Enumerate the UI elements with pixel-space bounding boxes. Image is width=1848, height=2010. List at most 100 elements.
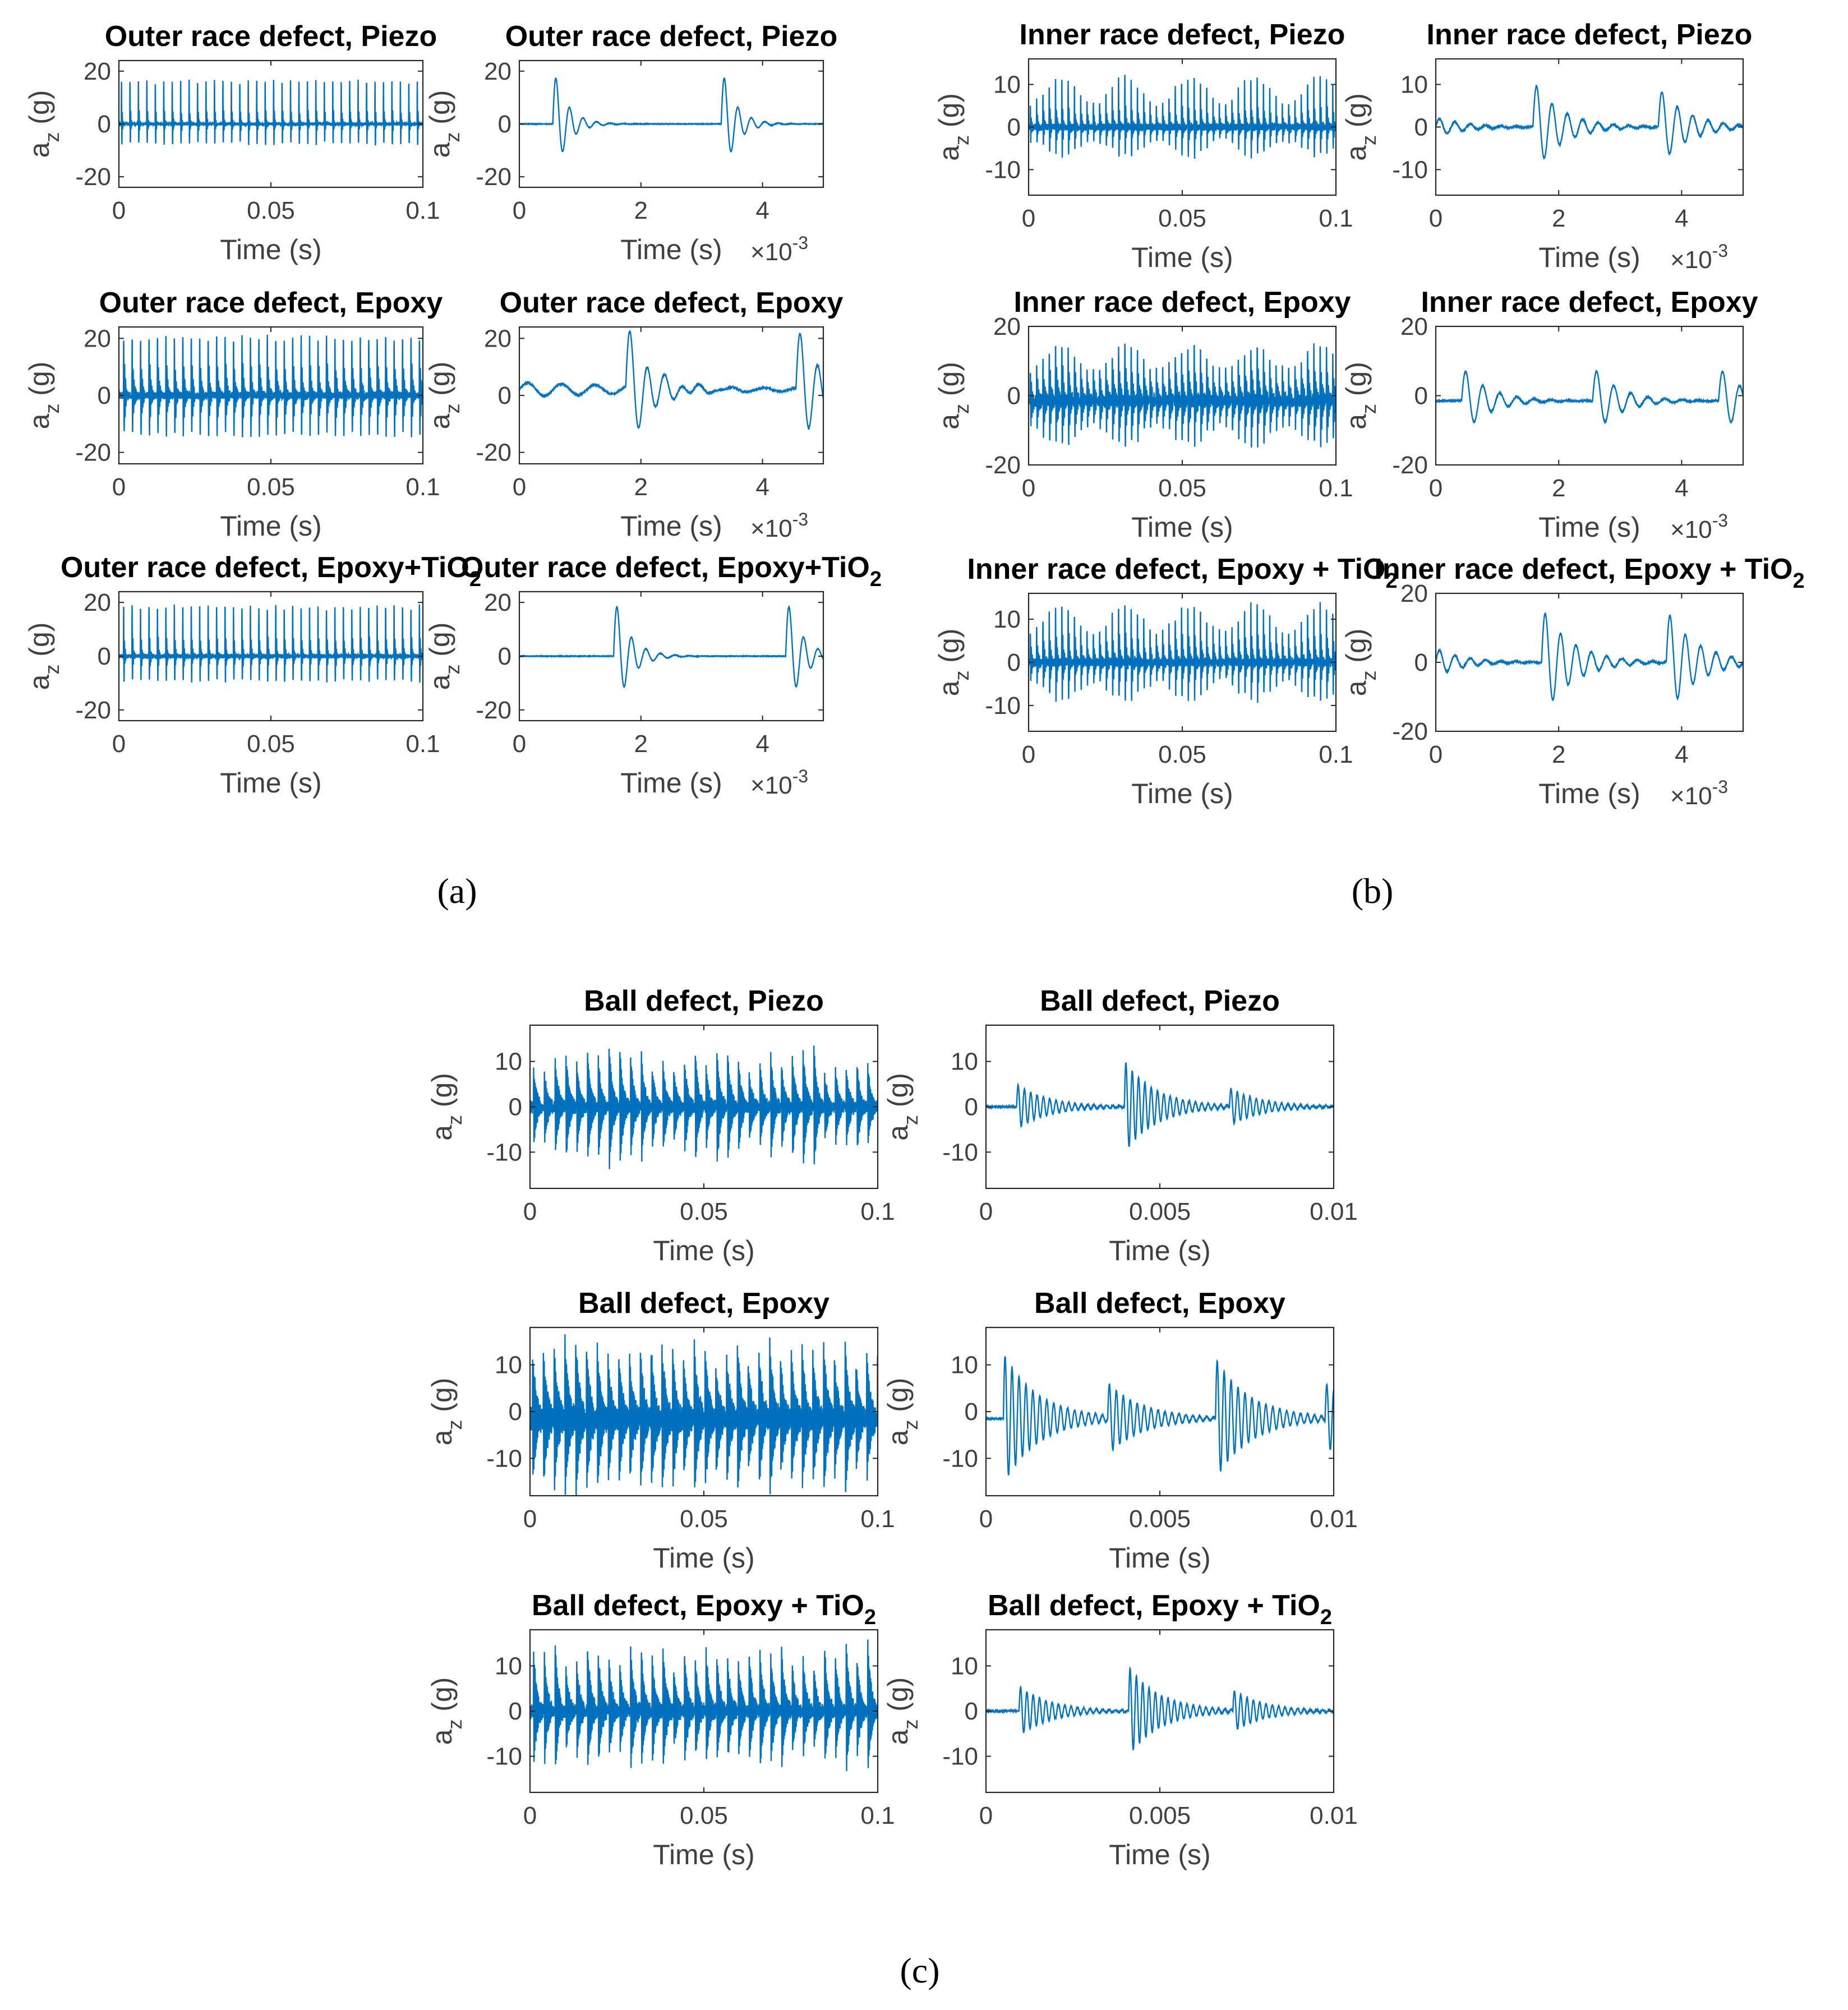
y-axis-label-main: a [424, 142, 455, 158]
x-tick-label: 0.1 [405, 473, 440, 501]
chart-title: Ball defect, Epoxy + TiO2 [532, 1589, 876, 1629]
x-axis-label: Time (s) [1131, 242, 1233, 273]
x-tick-label: 0 [1022, 205, 1035, 232]
y-tick-label: 0 [1007, 649, 1021, 676]
x-axis-multiplier: ×10-3 [1670, 241, 1728, 274]
x-multiplier-exponent: -3 [1712, 510, 1728, 531]
y-axis-label: az (g) [882, 1073, 922, 1141]
y-axis-label: az (g) [933, 362, 973, 430]
x-tick-label: 0 [523, 1505, 537, 1533]
y-axis-label-unit: (g) [882, 1378, 914, 1420]
y-axis-label: az (g) [424, 623, 464, 690]
x-axis-multiplier: ×10-3 [1670, 510, 1728, 543]
y-axis-label-subscript: z [899, 1420, 922, 1430]
y-axis-label-unit: (g) [426, 1073, 458, 1115]
series-line [986, 1666, 1334, 1750]
x-tick-label: 0.05 [680, 1505, 728, 1533]
y-tick-label: -20 [476, 697, 511, 724]
y-tick-label: 10 [495, 1048, 522, 1076]
x-tick-label: 0 [513, 730, 526, 758]
x-tick-label: 4 [755, 473, 769, 501]
x-axis-label: Time (s) [1538, 778, 1640, 809]
x-tick-label: 0.01 [1310, 1802, 1358, 1829]
chart-title: Outer race defect, Epoxy+TiO2 [461, 551, 882, 591]
y-axis-label: az (g) [1340, 362, 1380, 430]
x-tick-label: 2 [1552, 474, 1565, 502]
x-tick-label: 0.1 [405, 730, 440, 758]
x-multiplier-exponent: -3 [1712, 777, 1728, 797]
y-axis-label-main: a [1340, 145, 1372, 161]
y-axis-label-main: a [24, 674, 55, 690]
y-tick-label: 10 [951, 1048, 978, 1076]
chart-title: Inner race defect, Epoxy [1013, 286, 1351, 319]
y-axis-label-subscript: z [441, 404, 464, 414]
x-tick-label: 0 [523, 1198, 537, 1225]
chart-c-zoom-piezo: -10 0 10 0 0.005 0.01 Time (s) az (g) Ball defec… [882, 985, 1358, 1266]
y-axis-label-main: a [933, 680, 965, 696]
y-tick-label: 0 [1007, 114, 1021, 141]
series-line [519, 330, 823, 431]
y-axis-label-unit: (g) [882, 1073, 914, 1115]
y-axis-label-subscript: z [40, 665, 63, 675]
y-tick-label: 0 [965, 1094, 978, 1121]
x-multiplier-exponent: -3 [792, 766, 808, 786]
chart-c-zoom-epoxy: -10 0 10 0 0.005 0.01 Time (s) az (g) Ball defec… [882, 1287, 1358, 1574]
x-multiplier-exponent: -3 [1712, 241, 1728, 261]
x-axis-label: Time (s) [1109, 1542, 1210, 1574]
series-line [519, 77, 823, 153]
chart-title: Inner race defect, Epoxy [1421, 286, 1758, 319]
x-axis-label: Time (s) [653, 1235, 754, 1266]
x-axis-label: Time (s) [1538, 242, 1640, 273]
y-tick-label: -20 [75, 697, 111, 724]
chart-title-text: Outer race defect, Epoxy+TiO [461, 551, 870, 584]
panel-label-b: (b) [1352, 871, 1394, 911]
chart-title-text: Inner race defect, Piezo [1020, 19, 1345, 51]
x-tick-label: 0 [1429, 474, 1443, 502]
chart-title-subscript: 2 [1792, 569, 1804, 593]
y-axis-label: az (g) [24, 362, 63, 430]
chart-c-full-epoxy: -10 0 10 0 0.05 0.1 Time (s) az (g) Ball defect,… [426, 1287, 895, 1574]
series-line [986, 1356, 1334, 1476]
y-tick-label: -10 [942, 1138, 978, 1166]
y-tick-label: 20 [1400, 313, 1428, 340]
y-axis-label-main: a [933, 145, 965, 161]
x-tick-label: 0.05 [247, 730, 295, 758]
chart-title-subscript: 2 [1385, 569, 1397, 593]
chart-c-zoom-tio2: -10 0 10 0 0.005 0.01 Time (s) az (g) Ball defec… [882, 1589, 1358, 1870]
y-tick-label: -20 [1392, 451, 1428, 479]
x-tick-label: 4 [755, 730, 769, 758]
y-axis-label-unit: (g) [1340, 362, 1372, 404]
y-axis-label: az (g) [882, 1677, 922, 1745]
x-tick-label: 0 [523, 1802, 537, 1829]
y-axis-label-unit: (g) [424, 623, 455, 665]
x-tick-label: 0 [513, 473, 526, 501]
y-axis-label-unit: (g) [1340, 629, 1372, 671]
x-tick-label: 0.05 [680, 1802, 728, 1829]
y-axis-label-subscript: z [443, 1115, 466, 1125]
x-axis-label: Time (s) [1131, 778, 1233, 809]
y-axis-label-unit: (g) [882, 1677, 914, 1719]
y-axis-label-main: a [426, 1125, 458, 1141]
series-line [119, 334, 423, 437]
y-tick-label: 20 [484, 325, 511, 352]
chart-title-text: Ball defect, Piezo [1040, 985, 1280, 1017]
x-axis-multiplier: ×10-3 [750, 233, 808, 266]
y-axis-label-main: a [424, 674, 455, 690]
chart-c-full-tio2: -10 0 10 0 0.05 0.1 Time (s) az (g) Ball defect,… [426, 1589, 895, 1870]
x-tick-label: 0.01 [1310, 1198, 1358, 1225]
x-tick-label: 0 [1022, 474, 1035, 502]
x-axis-label: Time (s) [653, 1839, 754, 1870]
x-axis-label: Time (s) [620, 510, 722, 542]
y-tick-label: -20 [1392, 718, 1428, 745]
y-axis-label-main: a [426, 1729, 458, 1745]
chart-title-text: Inner race defect, Epoxy [1421, 286, 1758, 319]
x-axis-multiplier: ×10-3 [750, 509, 808, 542]
series-line [1029, 343, 1336, 448]
chart-title-subscript: 2 [870, 568, 882, 591]
x-axis-multiplier: ×10-3 [1670, 777, 1728, 810]
y-axis-label: az (g) [426, 1378, 466, 1446]
y-tick-label: 20 [993, 313, 1021, 340]
y-axis-label-unit: (g) [933, 93, 965, 135]
